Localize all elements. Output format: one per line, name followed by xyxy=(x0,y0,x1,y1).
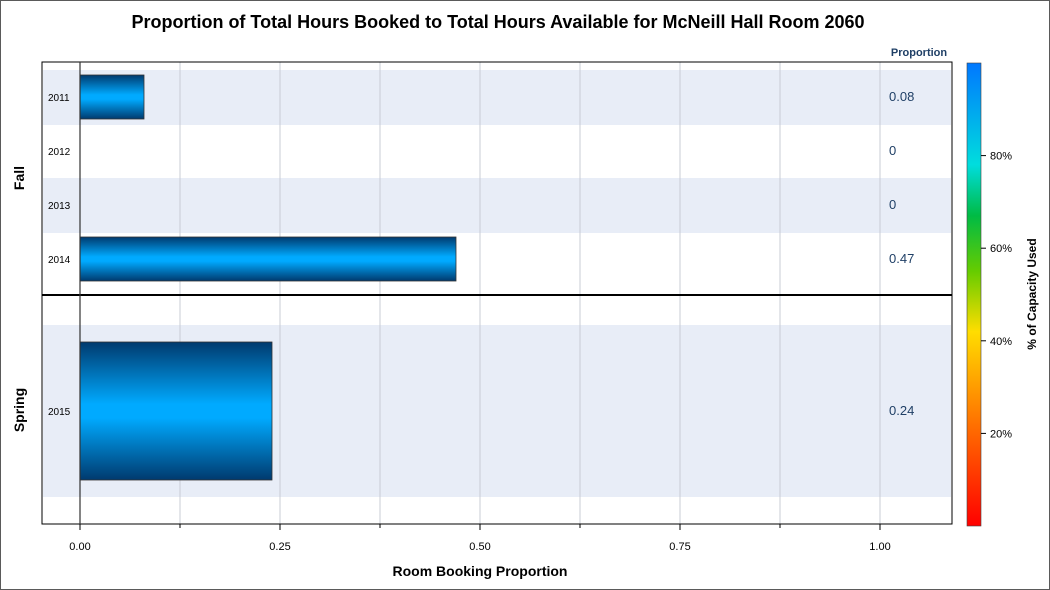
x-tick-label: 0.00 xyxy=(69,541,90,553)
group-label-spring: Spring xyxy=(11,388,27,432)
colorbar-tick-label: 60% xyxy=(990,243,1012,255)
bar-spring-2015 xyxy=(79,341,273,481)
y-tick-label: 2014 xyxy=(48,255,71,266)
row-band xyxy=(43,70,951,125)
value-label: 0 xyxy=(889,197,896,212)
y-tick-label: 2013 xyxy=(48,201,71,212)
group-label-fall: Fall xyxy=(11,166,27,190)
colorbar-tick-label: 20% xyxy=(990,428,1012,440)
y-tick-label: 2015 xyxy=(48,407,71,418)
y-tick-label: 2011 xyxy=(48,93,70,104)
chart-title: Proportion of Total Hours Booked to Tota… xyxy=(131,12,864,32)
value-labels: 0.08 0 0 0.47 0.24 xyxy=(889,89,914,418)
x-tick-label: 0.50 xyxy=(469,541,490,553)
colorbar-tick-label: 80% xyxy=(990,151,1012,163)
row-band xyxy=(43,178,951,233)
value-label: 0.08 xyxy=(889,89,914,104)
bars xyxy=(79,74,457,481)
y-tick-label: 2012 xyxy=(48,147,71,158)
value-label: 0 xyxy=(889,143,896,158)
value-column-header: Proportion xyxy=(891,47,947,59)
value-label: 0.24 xyxy=(889,403,914,418)
bar-fall-2014 xyxy=(79,236,457,282)
bar-fall-2011 xyxy=(79,74,145,120)
colorbar-tick-label: 40% xyxy=(990,336,1012,348)
group-labels: Fall Spring xyxy=(11,166,27,432)
x-tick-label: 0.75 xyxy=(669,541,690,553)
colorbar xyxy=(966,62,982,527)
x-axis-ticks: 0.00 0.25 0.50 0.75 1.00 xyxy=(69,524,891,553)
x-axis-label: Room Booking Proportion xyxy=(393,563,568,579)
colorbar-label: % of Capacity Used xyxy=(1025,238,1039,349)
y-category-labels: 2011 2012 2013 2014 2015 xyxy=(48,93,71,418)
value-label: 0.47 xyxy=(889,251,914,266)
colorbar-ticks: 20% 40% 60% 80% xyxy=(981,151,1012,440)
grid-lines xyxy=(179,62,881,524)
x-tick-label: 0.25 xyxy=(269,541,290,553)
x-tick-label: 1.00 xyxy=(869,541,890,553)
plot-border xyxy=(41,61,953,525)
